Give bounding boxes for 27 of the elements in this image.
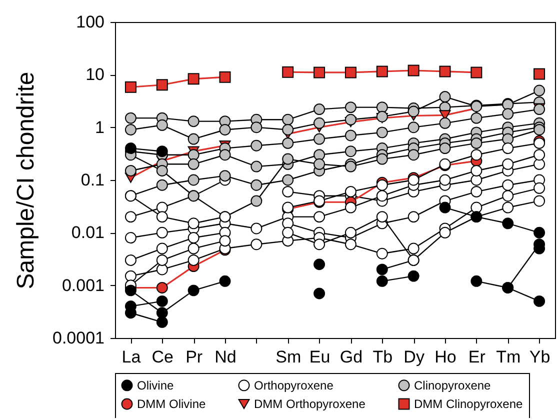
y-tick-label: 10 — [86, 65, 104, 84]
x-tick-label: Pr — [186, 348, 203, 366]
legend-label: Orthopyroxene — [254, 378, 334, 392]
y-tick-label: 100 — [76, 12, 104, 32]
legend-label: Olivine — [137, 378, 174, 392]
y-tick-label: 0.01 — [71, 223, 104, 242]
legend-label: DMM Orthopyroxene — [254, 397, 366, 411]
y-tick-label: 0.001 — [62, 276, 104, 295]
y-axis-title: Sample/CI chondrite — [12, 72, 40, 290]
x-tick-label: Eu — [309, 348, 330, 366]
x-tick-label: Yb — [529, 348, 550, 366]
x-tick-label: Tm — [496, 348, 521, 366]
x-tick-label: Dy — [404, 348, 425, 366]
x-tick-label: La — [122, 348, 142, 366]
x-tick-label: Ho — [434, 348, 456, 366]
x-tick-label: Sm — [276, 348, 302, 366]
x-tick-label: Er — [468, 348, 486, 366]
x-tick-label: Gd — [340, 348, 363, 366]
legend-label: DMM Clinopyroxene — [414, 397, 524, 411]
y-tick-label: 0.1 — [80, 170, 104, 190]
x-tick-label: Tb — [372, 348, 393, 366]
legend-label: DMM Olivine — [137, 397, 206, 411]
x-tick-label: Nd — [214, 348, 236, 366]
y-tick-label: 0.0001 — [52, 328, 104, 348]
y-tick-label: 1 — [95, 118, 104, 137]
legend-label: Clinopyroxene — [414, 378, 492, 392]
x-tick-label: Ce — [152, 348, 174, 366]
